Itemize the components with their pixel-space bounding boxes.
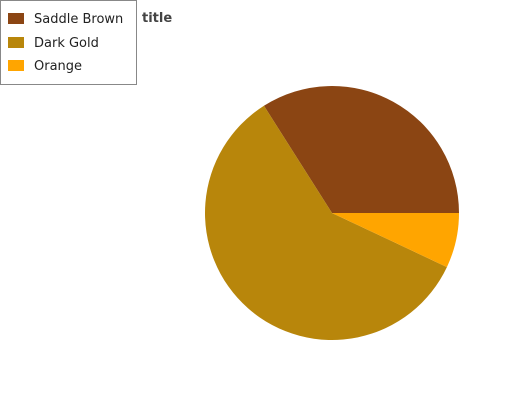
legend: Saddle Brown Dark Gold Orange: [0, 0, 137, 85]
legend-label-orange: Orange: [34, 59, 82, 74]
pie-slice-orange: [332, 213, 459, 268]
legend-swatch-dark-gold: [8, 37, 24, 48]
pie-slice-saddle-brown: [263, 86, 459, 213]
legend-label-saddle-brown: Saddle Brown: [34, 12, 123, 27]
legend-swatch-saddle-brown: [8, 13, 24, 24]
pie-slices: [205, 86, 459, 341]
pie-slice-dark-gold: [205, 105, 447, 341]
chart-title: title: [142, 11, 172, 26]
legend-swatch-orange: [8, 60, 24, 71]
legend-label-dark-gold: Dark Gold: [34, 36, 99, 51]
